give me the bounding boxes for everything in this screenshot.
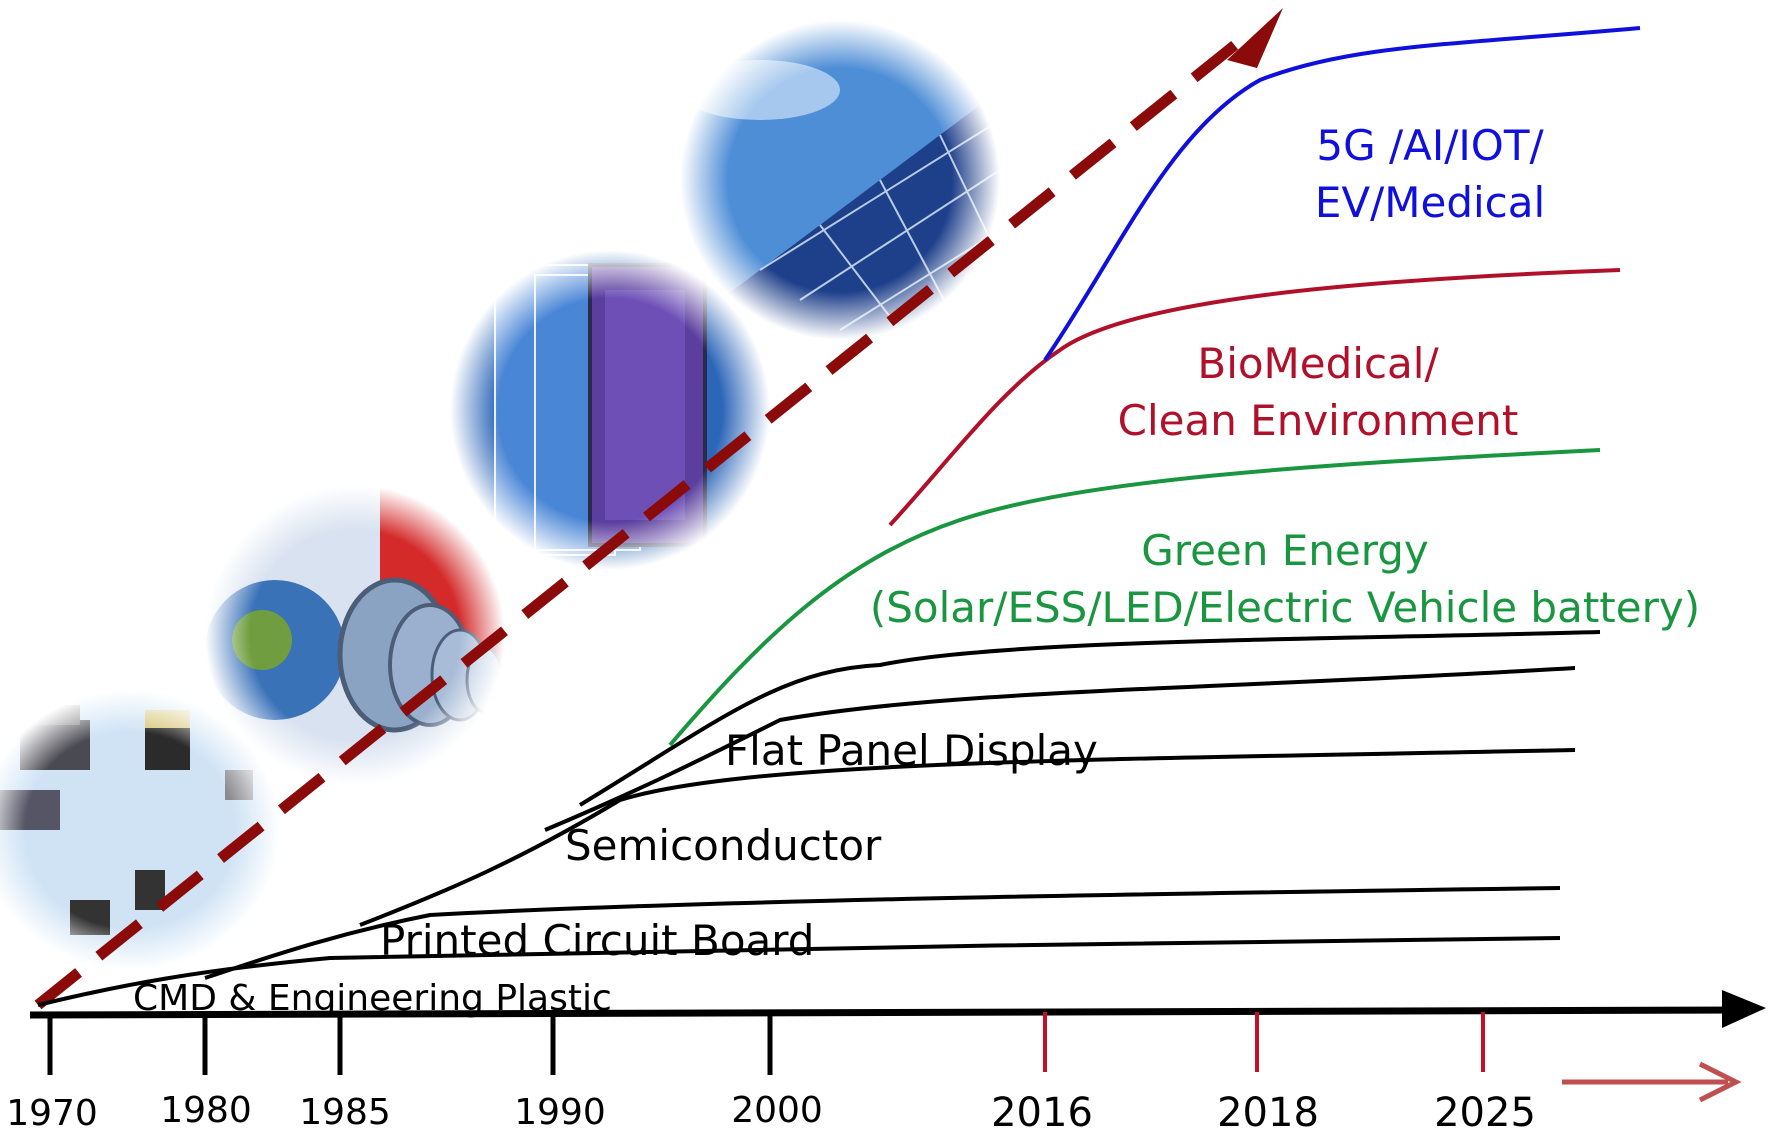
curve-fpd <box>544 666 1576 832</box>
tick-label-1985: 1985 <box>299 1092 391 1128</box>
label-pcb: Printed Circuit Board <box>380 916 814 965</box>
label-5g-ai-iot: 5G /AI/IOT/ <box>1316 121 1544 170</box>
axis-arrowhead <box>1722 990 1766 1028</box>
tick-label-2000: 2000 <box>731 1090 823 1128</box>
timeline-axis: 1970 1980 1985 1990 2000 2016 2018 2025 <box>6 990 1766 1128</box>
curve-pcb <box>204 886 1561 980</box>
curve-cmd <box>37 936 1561 1007</box>
label-clean-environment: Clean Environment <box>1118 396 1519 445</box>
growth-trend-arrow <box>34 8 1283 1010</box>
label-flat-panel: Flat Panel Display <box>725 726 1098 775</box>
label-semiconductor: Semiconductor <box>565 821 882 870</box>
label-biomedical: BioMedical/ <box>1197 339 1439 388</box>
curve-bio <box>888 268 1621 527</box>
tick-label-2025: 2025 <box>1434 1090 1536 1128</box>
curve-semi <box>359 748 1576 927</box>
label-green-energy: Green Energy <box>1141 526 1429 575</box>
solar-panels-image <box>680 20 1001 340</box>
tick-label-2016: 2016 <box>991 1090 1093 1128</box>
curve-green <box>668 448 1601 747</box>
curve-fiveg <box>1043 26 1641 362</box>
label-green-energy-detail: (Solar/ESS/LED/Electric Vehicle battery) <box>870 583 1700 632</box>
tick-label-1980: 1980 <box>160 1090 252 1128</box>
stage-curves <box>37 26 1641 1007</box>
label-ev-medical: EV/Medical <box>1315 178 1545 227</box>
tick-label-1970: 1970 <box>6 1093 98 1128</box>
tick-label-2018: 2018 <box>1217 1090 1319 1128</box>
tick-label-1990: 1990 <box>514 1092 606 1128</box>
future-arrow <box>1562 1061 1742 1103</box>
curve-tier5 <box>578 630 1601 807</box>
